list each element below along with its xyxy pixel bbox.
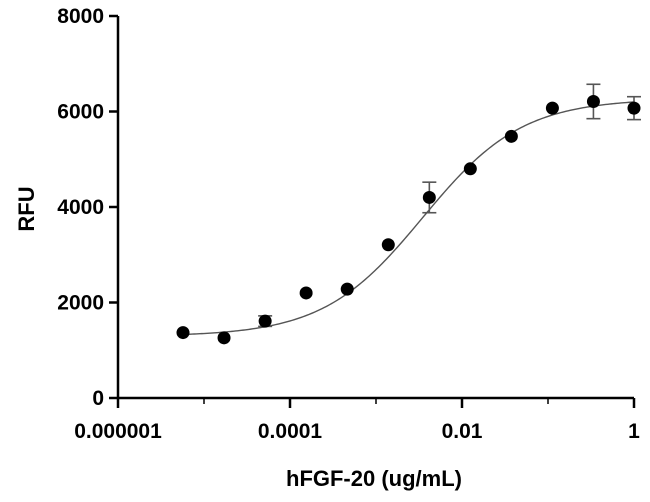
data-point xyxy=(258,314,272,328)
fit-curve xyxy=(182,101,635,336)
y-tick-label: 6000 xyxy=(57,101,104,124)
data-points xyxy=(176,94,641,345)
data-point xyxy=(340,282,354,296)
y-tick-label: 4000 xyxy=(57,196,104,219)
x-tick-labels: 0.000001 0.0001 0.01 1 xyxy=(74,420,640,443)
y-axis-title: RFU xyxy=(14,186,39,231)
data-point xyxy=(545,101,559,115)
x-tick-label: 0.01 xyxy=(442,420,483,443)
x-tick-label: 0.000001 xyxy=(74,420,162,443)
data-point xyxy=(381,238,395,252)
data-point xyxy=(627,101,641,115)
data-point xyxy=(586,94,600,108)
axis-ticks xyxy=(109,14,636,408)
y-tick-label: 8000 xyxy=(57,5,104,28)
data-point xyxy=(504,129,518,143)
x-tick-label: 1 xyxy=(628,420,640,443)
x-axis-title: hFGF-20 (ug/mL) xyxy=(286,466,462,491)
data-point xyxy=(299,286,313,300)
x-tick-label: 0.0001 xyxy=(258,420,323,443)
y-tick-label: 2000 xyxy=(57,292,104,315)
y-tick-label: 0 xyxy=(92,387,104,410)
data-point xyxy=(176,326,190,340)
data-point xyxy=(463,162,477,176)
error-bars xyxy=(258,83,641,328)
y-tick-labels: 0 2000 4000 6000 8000 xyxy=(57,5,104,410)
data-point xyxy=(217,331,231,345)
data-point xyxy=(422,190,436,204)
